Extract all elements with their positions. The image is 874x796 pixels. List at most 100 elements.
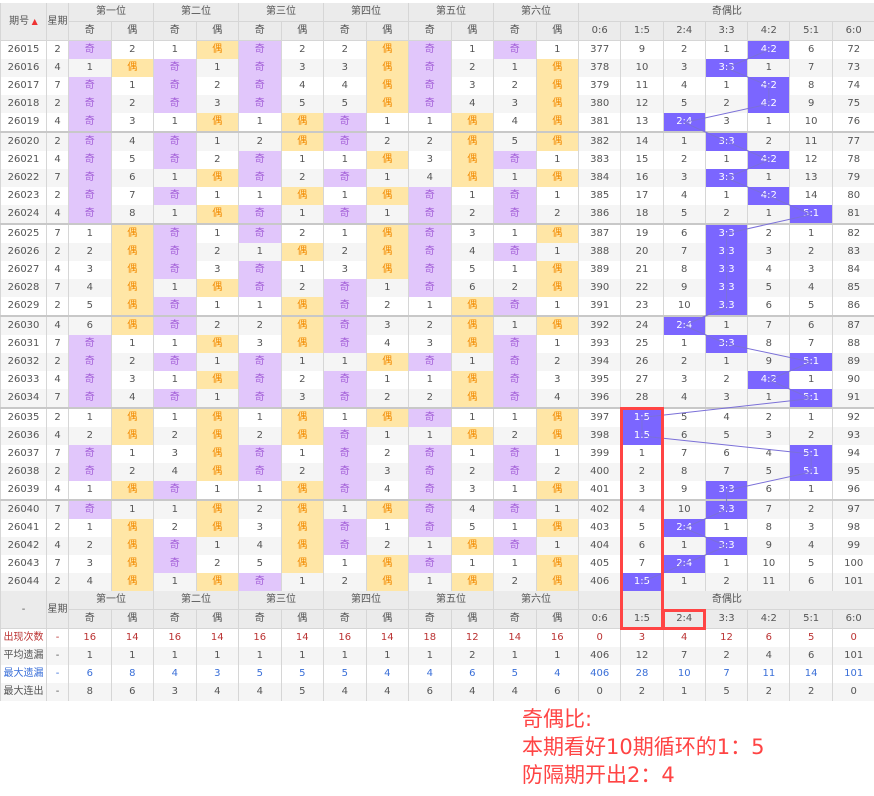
miss-count-cell: 1 <box>493 261 536 279</box>
stat-value: 101 <box>831 665 874 683</box>
miss-count-cell: 1 <box>323 187 366 205</box>
ratio-hit-cell: 3:3 <box>704 59 748 77</box>
ratio-miss-cell: 402 <box>577 499 621 519</box>
ratio-miss-cell: 7 <box>662 243 706 261</box>
miss-count-cell: 1 <box>408 297 451 316</box>
ratio-miss-cell: 1 <box>704 187 748 205</box>
odd-marker-cell: 奇 <box>493 40 536 59</box>
table-row: 26029 2 5 偶奇 1 1 偶奇 2 1 偶奇 1 391 23 10 3:3 6 5 86 <box>0 297 874 316</box>
even-marker-cell: 偶 <box>195 407 239 427</box>
ratio-miss-cell: 6 <box>747 297 790 316</box>
weekday: 2 <box>46 243 69 261</box>
stat-value: 14 <box>195 628 239 647</box>
miss-count-cell: 1 <box>493 555 536 573</box>
ratio-miss-cell: 1 <box>747 205 790 224</box>
even-marker-cell: 偶 <box>450 573 494 591</box>
ratio-header: 奇偶比 <box>577 3 874 22</box>
sort-icon[interactable]: ▲ <box>29 16 38 26</box>
ratio-miss-cell: 7 <box>789 59 833 77</box>
stat-value: 1 <box>238 647 281 665</box>
stat-value: 6 <box>450 665 494 683</box>
position-header-1: 第一位 <box>68 3 154 22</box>
odd-marker-cell: 奇 <box>323 519 366 537</box>
ratio-miss-cell: 2 <box>704 205 748 224</box>
ratio-miss-cell: 2 <box>704 573 748 591</box>
table-row: 26032 2 奇 2 奇 1 奇 1 1 偶奇 1 奇 2 394 26 2 1 9 5:1 89 <box>0 353 874 371</box>
odd-subheader: 奇 <box>408 609 451 629</box>
miss-count-cell: 1 <box>195 353 239 371</box>
miss-count-cell: 5 <box>493 131 536 151</box>
even-marker-cell: 偶 <box>195 205 239 224</box>
annotation-note: 奇偶比: 本期看好10期循环的1：5 防隔期开出2：4 <box>522 705 764 789</box>
even-marker-cell: 偶 <box>110 315 154 335</box>
even-marker-cell: 偶 <box>110 573 154 591</box>
odd-marker-cell: 奇 <box>153 223 196 243</box>
odd-marker-cell: 奇 <box>238 573 281 591</box>
miss-count-cell: 3 <box>238 335 281 353</box>
stat-value: 4 <box>747 647 790 665</box>
ratio-hit-cell: 3:3 <box>704 537 748 555</box>
miss-count-cell: 5 <box>68 297 111 316</box>
miss-count-cell: 1 <box>238 243 281 261</box>
ratio-miss-cell: 94 <box>831 445 874 463</box>
miss-count-cell: 7 <box>110 187 154 205</box>
ratio-miss-cell: 75 <box>831 95 874 113</box>
odd-marker-cell: 奇 <box>153 315 196 335</box>
ratio-miss-cell: 10 <box>662 499 706 519</box>
miss-count-cell: 3 <box>450 223 494 243</box>
miss-count-cell: 2 <box>450 463 494 481</box>
weekday: 4 <box>46 151 69 169</box>
even-marker-cell: 偶 <box>450 113 494 132</box>
even-marker-cell: 偶 <box>195 445 239 463</box>
issue-column-header[interactable]: 期号 ▲ <box>0 3 47 41</box>
miss-count-cell: 1 <box>153 407 196 427</box>
ratio-miss-cell: 79 <box>831 169 874 187</box>
odd-marker-cell: 奇 <box>408 499 451 519</box>
miss-count-cell: 1 <box>110 499 154 519</box>
ratio-miss-cell: 391 <box>577 297 621 316</box>
miss-count-cell: 5 <box>450 261 494 279</box>
ratio-hit-cell: 4:2 <box>747 151 790 169</box>
even-marker-cell: 偶 <box>535 131 579 151</box>
stat-value: 2 <box>620 683 664 701</box>
miss-count-cell: 2 <box>110 463 154 481</box>
stat-value: 406 <box>577 665 621 683</box>
miss-count-cell: 2 <box>280 223 324 243</box>
ratio-miss-cell: 399 <box>577 445 621 463</box>
even-marker-cell: 偶 <box>365 261 409 279</box>
ratio-miss-cell: 3 <box>662 59 706 77</box>
weekday: 7 <box>46 555 69 573</box>
ratio-miss-cell: 5 <box>704 427 748 445</box>
ratio-miss-cell: 10 <box>620 59 664 77</box>
ratio-miss-cell: 3 <box>662 371 706 389</box>
even-marker-cell: 偶 <box>195 573 239 591</box>
issue-number: 26044 <box>0 573 47 591</box>
ratio-hit-cell: 3:3 <box>704 279 748 297</box>
stat-value: 4 <box>195 683 239 701</box>
ratio-miss-cell: 2 <box>662 353 706 371</box>
table-row: 26028 7 4 偶 1 偶奇 2 奇 1 奇 6 2 偶 390 22 9 3:3 5 4 85 <box>0 279 874 297</box>
miss-count-cell: 2 <box>323 573 366 591</box>
ratio-hit-cell: 5:1 <box>789 353 833 371</box>
miss-count-cell: 1 <box>280 261 324 279</box>
odd-marker-cell: 奇 <box>68 187 111 205</box>
miss-count-cell: 1 <box>408 371 451 389</box>
miss-count-cell: 1 <box>280 353 324 371</box>
odd-even-trend-table: 期号 ▲ 星期 第一位 第二位 第三位 第四位 第五位 第六位 奇偶比奇偶奇偶奇偶奇偶奇偶奇偶 0… <box>0 3 874 701</box>
ratio-miss-cell: 97 <box>831 499 874 519</box>
ratio-miss-cell: 405 <box>577 555 621 573</box>
ratio-hit-cell: 3:3 <box>704 499 748 519</box>
even-marker-cell: 偶 <box>195 279 239 297</box>
ratio-miss-cell: 382 <box>577 131 621 151</box>
position-header-3: 第三位 <box>238 591 324 610</box>
table-row: 26026 2 2 偶奇 2 1 偶 2 偶奇 4 奇 1 388 20 7 3:3 3 2 83 <box>0 243 874 261</box>
odd-marker-cell: 奇 <box>408 481 451 500</box>
even-marker-cell: 偶 <box>280 427 324 445</box>
stat-value: 28 <box>620 665 664 683</box>
odd-marker-cell: 奇 <box>408 205 451 224</box>
table-row: 26020 2 奇 4 奇 1 2 偶奇 2 2 偶 5 偶 382 14 1 3:3 2 11 77 <box>0 131 874 151</box>
table-row: 26034 7 奇 4 奇 1 奇 3 奇 2 2 偶奇 4 396 28 4 3 1 5:1 91 <box>0 389 874 408</box>
annotation-line-1: 奇偶比: <box>522 707 593 731</box>
even-subheader: 偶 <box>450 609 494 629</box>
table-row: 26044 2 4 偶 1 偶奇 1 2 偶 1 偶 2 偶 406 1:5 1 2 11 6 101 <box>0 573 874 591</box>
